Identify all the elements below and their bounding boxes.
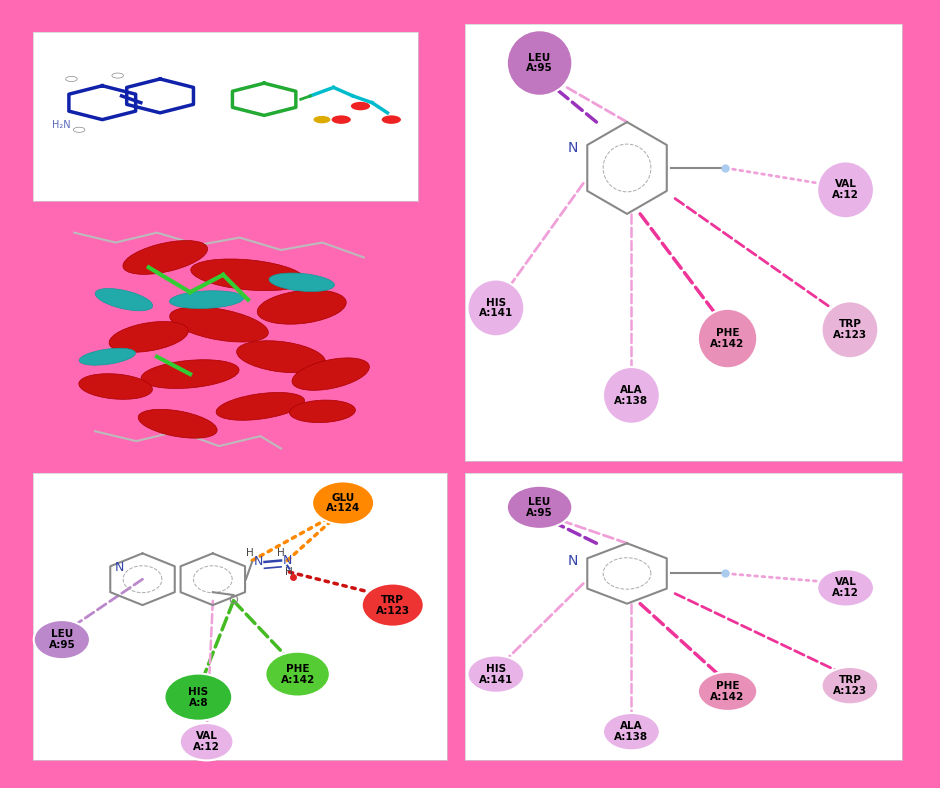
Circle shape [313, 116, 331, 124]
Ellipse shape [138, 409, 217, 438]
Ellipse shape [191, 259, 306, 291]
Text: H₂N: H₂N [53, 120, 70, 130]
Circle shape [312, 481, 374, 525]
Circle shape [382, 115, 401, 124]
Text: H: H [246, 548, 254, 559]
Text: H: H [286, 567, 293, 577]
Text: HIS
A:8: HIS A:8 [188, 687, 209, 708]
Text: PHE
A:142: PHE A:142 [711, 328, 744, 349]
Circle shape [817, 162, 874, 218]
Ellipse shape [169, 291, 243, 309]
Circle shape [362, 584, 424, 626]
Ellipse shape [95, 288, 152, 310]
Text: N: N [283, 554, 292, 567]
Text: PHE
A:142: PHE A:142 [280, 663, 315, 685]
Circle shape [66, 76, 77, 81]
Text: TRP
A:123: TRP A:123 [833, 675, 867, 696]
Ellipse shape [269, 273, 335, 292]
Circle shape [265, 652, 330, 697]
Text: O: O [228, 594, 239, 608]
Circle shape [507, 30, 572, 96]
Circle shape [817, 569, 874, 607]
Ellipse shape [292, 358, 369, 390]
Text: ALA
A:138: ALA A:138 [615, 385, 649, 406]
Text: HIS
A:141: HIS A:141 [478, 298, 513, 318]
Text: TRP
A:123: TRP A:123 [376, 595, 410, 615]
Ellipse shape [216, 392, 305, 420]
Circle shape [34, 620, 90, 660]
Text: LEU
A:95: LEU A:95 [49, 630, 75, 650]
Text: N: N [115, 561, 124, 574]
Circle shape [332, 115, 351, 124]
Text: VAL
A:12: VAL A:12 [832, 578, 859, 598]
Circle shape [467, 280, 525, 336]
Ellipse shape [79, 348, 135, 365]
Ellipse shape [170, 307, 268, 342]
Circle shape [180, 723, 233, 760]
Ellipse shape [123, 240, 208, 274]
Circle shape [112, 73, 123, 78]
Ellipse shape [109, 322, 188, 352]
Text: LEU
A:95: LEU A:95 [526, 53, 553, 73]
Circle shape [467, 656, 525, 693]
Circle shape [603, 713, 660, 750]
Text: VAL
A:12: VAL A:12 [194, 731, 220, 752]
Ellipse shape [79, 374, 152, 400]
Circle shape [822, 301, 878, 359]
Ellipse shape [258, 290, 346, 324]
Ellipse shape [290, 400, 355, 422]
Circle shape [603, 367, 660, 424]
Text: HIS
A:141: HIS A:141 [478, 663, 513, 685]
Circle shape [697, 672, 758, 711]
Circle shape [507, 485, 572, 529]
Circle shape [822, 667, 878, 704]
Text: GLU
A:124: GLU A:124 [326, 492, 360, 514]
Ellipse shape [141, 359, 239, 388]
Circle shape [351, 102, 370, 110]
Text: LEU
A:95: LEU A:95 [526, 497, 553, 518]
Text: VAL
A:12: VAL A:12 [832, 180, 859, 200]
Text: N: N [567, 553, 577, 567]
Text: PHE
A:142: PHE A:142 [711, 681, 744, 702]
Ellipse shape [237, 340, 325, 373]
Text: N: N [567, 141, 577, 155]
Circle shape [697, 309, 758, 368]
Circle shape [164, 674, 232, 721]
Circle shape [73, 127, 85, 132]
Text: N: N [254, 556, 263, 568]
Text: H: H [277, 548, 285, 559]
Text: ALA
A:138: ALA A:138 [615, 721, 649, 742]
Text: TRP
A:123: TRP A:123 [833, 319, 867, 340]
